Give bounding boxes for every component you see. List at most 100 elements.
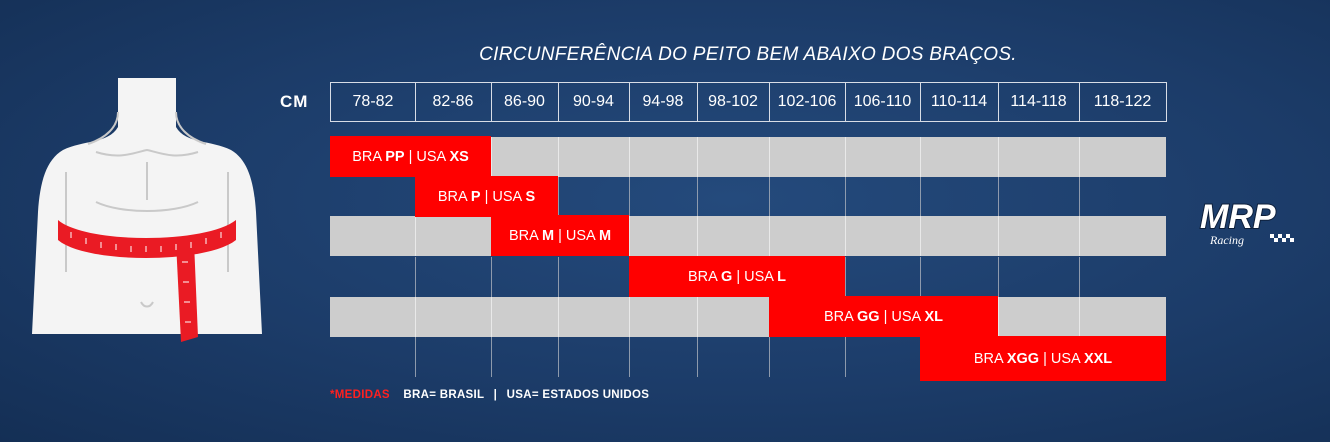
grid-line	[920, 177, 921, 217]
grid-line	[998, 137, 999, 177]
logo-subtext: Racing	[1209, 233, 1244, 247]
bra-size: PP	[385, 148, 405, 165]
footnote-label: *MEDIDAS	[330, 389, 390, 401]
usa-size: XS	[449, 148, 469, 165]
grid-line	[845, 257, 846, 297]
bra-size: P	[470, 188, 481, 205]
size-bar: BRA G | USA L	[629, 256, 845, 297]
usa-prefix: | USA	[480, 188, 526, 205]
grid-line	[697, 177, 698, 217]
grid-line	[845, 137, 846, 177]
size-bar: BRA GG | USA XL	[769, 296, 998, 337]
grid-line	[491, 337, 492, 377]
size-bar: BRA P | USA S	[415, 176, 558, 217]
grid-line	[491, 257, 492, 297]
grid-line	[415, 337, 416, 377]
size-bar: BRA PP | USA XS	[330, 136, 491, 177]
bra-prefix: BRA	[823, 308, 858, 325]
grid-line	[769, 216, 770, 256]
grid-line	[697, 216, 698, 256]
usa-size: L	[777, 268, 787, 285]
grid-line	[998, 297, 999, 337]
range-header-cell: 106-110	[845, 82, 921, 122]
grid-line	[845, 216, 846, 256]
mrp-racing-logo: MRP Racing	[1199, 197, 1294, 247]
grid-line	[845, 177, 846, 217]
grid-line	[1079, 216, 1080, 256]
size-row	[330, 216, 1166, 256]
grid-line	[629, 177, 630, 217]
range-header-cell: 94-98	[629, 82, 698, 122]
footnote-usa-definition: USA= ESTADOS UNIDOS	[506, 389, 650, 401]
range-header-cell: 114-118	[998, 82, 1080, 122]
logo-text: MRP	[1200, 198, 1276, 236]
grid-line	[920, 216, 921, 256]
grid-line	[769, 177, 770, 217]
grid-line	[415, 216, 416, 256]
grid-line	[697, 137, 698, 177]
grid-line	[845, 337, 846, 377]
grid-line	[769, 337, 770, 377]
bra-size: G	[721, 268, 733, 285]
grid-line	[697, 297, 698, 337]
bra-prefix: BRA	[973, 350, 1007, 367]
grid-line	[920, 137, 921, 177]
grid-line	[629, 297, 630, 337]
grid-line	[415, 257, 416, 297]
bra-size: GG	[857, 308, 880, 325]
grid-line	[998, 257, 999, 297]
usa-prefix: | USA	[1039, 350, 1084, 367]
usa-prefix: | USA	[879, 308, 925, 325]
grid-line	[1079, 137, 1080, 177]
usa-prefix: | USA	[554, 227, 599, 244]
range-header-cell: 78-82	[330, 82, 416, 122]
grid-line	[629, 337, 630, 377]
grid-line	[558, 337, 559, 377]
grid-line	[1079, 177, 1080, 217]
grid-line	[415, 297, 416, 337]
bra-prefix: BRA	[687, 268, 722, 285]
usa-prefix: | USA	[404, 148, 450, 165]
grid-line	[769, 137, 770, 177]
grid-line	[1079, 257, 1080, 297]
grid-line	[629, 137, 630, 177]
grid-line	[558, 257, 559, 297]
grid-line	[920, 257, 921, 297]
bra-size: M	[541, 227, 555, 244]
grid-line	[697, 337, 698, 377]
grid-line	[998, 177, 999, 217]
footnote-bra-definition: BRA= BRASIL	[403, 389, 485, 401]
footnote-divider: |	[493, 389, 498, 401]
grid-line	[1079, 297, 1080, 337]
range-header-cell: 98-102	[697, 82, 770, 122]
range-header-cell: 90-94	[558, 82, 630, 122]
grid-line	[558, 177, 559, 217]
unit-label: CM	[280, 92, 309, 111]
grid-line	[491, 297, 492, 337]
size-row	[330, 297, 1166, 337]
usa-size: M	[598, 227, 612, 244]
bra-prefix: BRA	[352, 148, 386, 165]
grid-line	[558, 137, 559, 177]
usa-size: S	[525, 188, 536, 205]
torso-measuring-illustration	[32, 78, 262, 342]
bra-prefix: BRA	[437, 188, 471, 205]
size-bar: BRA M | USA M	[491, 215, 629, 256]
usa-size: XL	[924, 308, 943, 325]
grid-line	[491, 137, 492, 177]
usa-prefix: | USA	[732, 268, 778, 285]
checkered-flag-icon	[1270, 234, 1294, 242]
grid-line	[998, 216, 999, 256]
range-header-row: 78-82 82-86 86-90 90-94 94-98 98-102 102-106 10…	[330, 82, 1167, 124]
range-header-cell: 82-86	[415, 82, 492, 122]
usa-size: XXL	[1083, 350, 1113, 367]
bra-size: XGG	[1006, 350, 1040, 367]
range-header-cell: 118-122	[1079, 82, 1167, 122]
range-header-cell: 102-106	[769, 82, 846, 122]
grid-line	[629, 216, 630, 256]
footnote: *MEDIDAS BRA= BRASIL | USA= ESTADOS UNID…	[330, 389, 649, 401]
grid-line	[558, 297, 559, 337]
range-header-cell: 86-90	[491, 82, 559, 122]
size-bar: BRA XGG | USA XXL	[920, 336, 1166, 381]
